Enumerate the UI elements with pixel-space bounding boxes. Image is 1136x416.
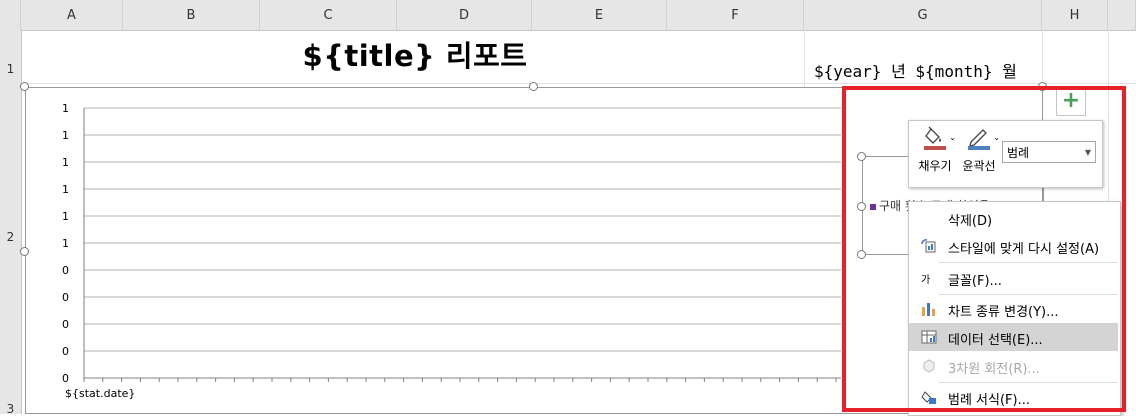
chevron-down-icon: ⌄ <box>993 133 1000 142</box>
y-tick-label: 1 <box>62 183 69 196</box>
menu-item-3d-rotation[interactable]: 3차원 회전(R)... <box>909 352 1118 380</box>
menu-item-format-legend[interactable]: 범례 서식(F)... <box>909 383 1118 411</box>
fill-label: 채우기 <box>918 159 952 173</box>
menu-item-label: 데이터 선택(E)... <box>948 333 1043 348</box>
y-tick-label: 1 <box>62 156 69 169</box>
y-tick-label: 0 <box>62 345 69 358</box>
fill-button[interactable]: ⌄ 채우기 <box>915 125 956 174</box>
chart-element-select[interactable]: 범례 ▼ <box>1002 141 1096 163</box>
menu-separator <box>939 294 1118 295</box>
column-header-f[interactable]: F <box>667 0 804 30</box>
column-header-b[interactable]: B <box>123 0 260 30</box>
legend-resize-handle[interactable] <box>857 250 866 259</box>
y-tick-label: 0 <box>62 264 69 277</box>
column-header-c[interactable]: C <box>260 0 397 30</box>
y-tick-label: 1 <box>62 237 69 250</box>
menu-separator <box>939 382 1118 383</box>
x-axis-category-label: ${stat.date} <box>65 387 136 400</box>
y-tick-label: 0 <box>62 291 69 304</box>
row-header-3[interactable]: 3 <box>6 402 15 416</box>
chevron-down-icon: ⌄ <box>949 133 956 142</box>
menu-item-change-chart-type[interactable]: 차트 종류 변경(Y)... <box>909 295 1118 323</box>
y-tick-label: 0 <box>62 372 69 385</box>
column-header-i[interactable] <box>1108 0 1136 30</box>
menu-item-select-data[interactable]: 데이터 선택(E)... <box>909 323 1118 351</box>
year-month-cell[interactable]: ${year} 년 ${month} 월 <box>814 62 1017 81</box>
menu-item-label: 3차원 회전(R)... <box>948 362 1040 377</box>
dropdown-arrow-icon: ▼ <box>1084 148 1091 157</box>
legend-format-icon <box>921 389 937 405</box>
chart-type-icon <box>921 301 937 317</box>
menu-item-label: 범례 서식(F)... <box>948 393 1030 408</box>
outline-label: 윤곽선 <box>962 159 996 173</box>
menu-item-label: 차트 종류 변경(Y)... <box>948 305 1059 320</box>
grid-line <box>21 83 1136 84</box>
mini-toolbar: ⌄ 채우기 ⌄ 윤곽선 범례 ▼ <box>908 120 1103 188</box>
y-tick-label: 0 <box>62 318 69 331</box>
y-tick-label: 1 <box>62 129 69 142</box>
select-all-corner[interactable] <box>0 0 21 30</box>
column-header-e[interactable]: E <box>532 0 667 30</box>
legend-resize-handle[interactable] <box>857 152 866 161</box>
menu-separator <box>939 262 1118 263</box>
chart-resize-handle[interactable] <box>20 247 29 256</box>
legend-marker <box>870 204 876 210</box>
row-header-1[interactable]: 1 <box>6 62 15 76</box>
highlight-box <box>842 86 1126 412</box>
chart-resize-handle[interactable] <box>20 82 29 91</box>
chart-resize-handle[interactable] <box>529 82 538 91</box>
column-header-g[interactable]: G <box>804 0 1042 30</box>
menu-item-reset-style[interactable]: 스타일에 맞게 다시 설정(A) <box>909 232 1118 260</box>
paint-bucket-icon: ⌄ <box>922 125 956 151</box>
menu-item-label: 스타일에 맞게 다시 설정(A) <box>948 242 1100 257</box>
legend-resize-handle[interactable] <box>857 202 866 211</box>
select-data-icon <box>921 329 937 345</box>
font-icon: 가 <box>921 275 931 286</box>
y-tick-label: 1 <box>62 102 69 115</box>
y-tick-label: 1 <box>62 210 69 223</box>
reset-style-icon <box>921 238 937 254</box>
outline-button[interactable]: ⌄ 윤곽선 <box>959 125 1000 174</box>
row-header-2[interactable]: 2 <box>6 230 15 244</box>
menu-item-label: 삭제(D) <box>948 214 993 229</box>
3d-rotation-icon <box>921 358 937 374</box>
report-title[interactable]: ${title} 리포트 <box>302 39 528 73</box>
context-menu: 삭제(D) 스타일에 맞게 다시 설정(A) 가 글꼴(F)... 차트 종류 … <box>908 201 1121 416</box>
menu-item-font[interactable]: 가 글꼴(F)... <box>909 264 1118 292</box>
column-header-h[interactable]: H <box>1042 0 1108 30</box>
column-header-d[interactable]: D <box>397 0 532 30</box>
chart-element-select-value: 범례 <box>1007 146 1030 160</box>
plot-area[interactable]: 1 1 1 1 1 1 0 0 0 0 0 <box>21 86 851 386</box>
menu-item-label: 글꼴(F)... <box>948 274 1002 289</box>
column-header-a[interactable]: A <box>21 0 123 30</box>
row-header-bar: 1 2 3 <box>0 30 22 416</box>
menu-item-delete[interactable]: 삭제(D) <box>909 204 1118 232</box>
column-header-bar: A B C D E F G H <box>0 0 1136 31</box>
pen-icon: ⌄ <box>966 125 1000 151</box>
